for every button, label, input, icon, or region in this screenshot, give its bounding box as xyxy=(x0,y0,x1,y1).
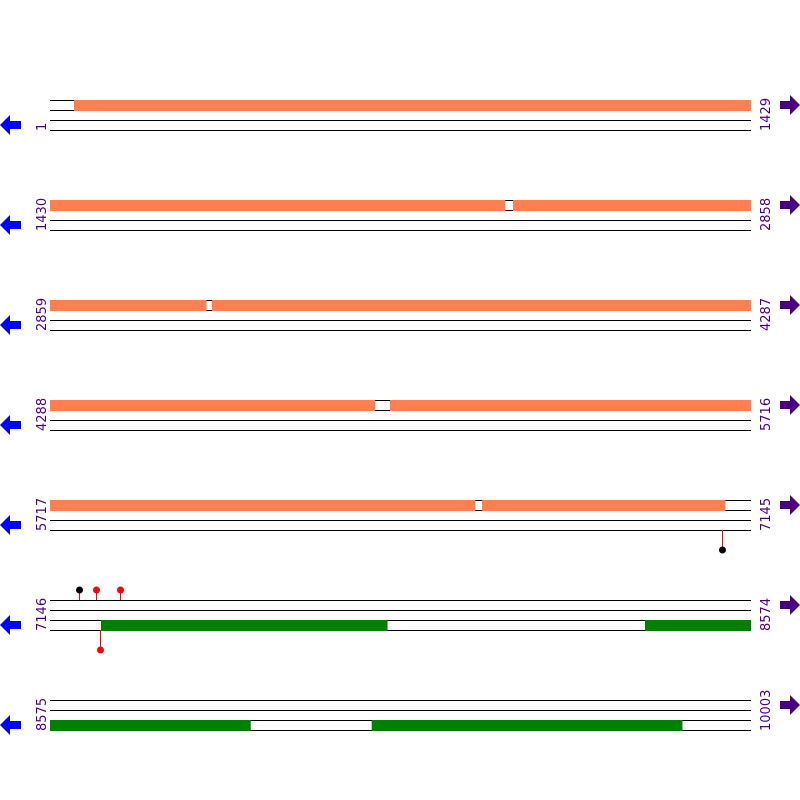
reverse-orf-segment xyxy=(645,620,751,631)
forward-orf-segment xyxy=(513,200,751,211)
row-start-label: 8575 xyxy=(35,698,50,731)
arrow-left-icon[interactable] xyxy=(0,415,21,435)
forward-orf-segment xyxy=(211,300,751,311)
site-marker[interactable] xyxy=(97,646,104,654)
sequence-row: 7146 8574 xyxy=(0,586,800,654)
row-end-label: 5716 xyxy=(759,398,774,431)
sequence-row: 8575 10003 xyxy=(0,690,800,735)
arrow-right-icon[interactable] xyxy=(780,395,800,415)
arrow-right-icon[interactable] xyxy=(780,195,800,215)
sequence-row: 5717 7145 xyxy=(0,495,800,554)
forward-orf-segment xyxy=(50,400,376,411)
arrow-right-icon[interactable] xyxy=(780,295,800,315)
row-end-label: 1429 xyxy=(759,98,774,131)
row-end-label: 7145 xyxy=(759,498,774,531)
arrow-right-icon[interactable] xyxy=(780,595,800,615)
arrow-left-icon[interactable] xyxy=(0,615,21,635)
arrow-left-icon[interactable] xyxy=(0,215,21,235)
row-end-label: 4287 xyxy=(759,298,774,331)
row-start-label: 2859 xyxy=(35,298,50,331)
arrow-left-icon[interactable] xyxy=(0,115,21,135)
arrow-right-icon[interactable] xyxy=(780,695,800,715)
row-end-label: 8574 xyxy=(759,598,774,631)
reverse-orf-segment xyxy=(101,620,388,631)
forward-orf-segment xyxy=(74,100,751,111)
reverse-orf-segment xyxy=(50,720,251,731)
forward-orf-segment xyxy=(50,200,506,211)
forward-orf-segment xyxy=(389,400,751,411)
row-end-label: 2858 xyxy=(759,198,774,231)
row-start-label: 4288 xyxy=(35,398,50,431)
row-start-label: 7146 xyxy=(35,598,50,631)
sequence-row: 1430 2858 xyxy=(0,195,800,235)
reverse-orf-segment xyxy=(371,720,683,731)
site-marker[interactable] xyxy=(719,546,726,554)
forward-orf-segment xyxy=(50,500,476,511)
forward-orf-segment xyxy=(482,500,726,511)
row-end-label: 10003 xyxy=(759,690,774,731)
sequence-row: 4288 5716 xyxy=(0,395,800,435)
row-start-label: 5717 xyxy=(35,498,50,531)
site-marker[interactable] xyxy=(76,586,83,594)
sequence-row: 1 1429 xyxy=(0,95,800,135)
arrow-right-icon[interactable] xyxy=(780,95,800,115)
arrow-left-icon[interactable] xyxy=(0,715,21,735)
site-marker[interactable] xyxy=(117,586,124,594)
row-start-label: 1430 xyxy=(35,198,50,231)
sequence-row: 2859 4287 xyxy=(0,295,800,335)
arrow-left-icon[interactable] xyxy=(0,315,21,335)
arrow-left-icon[interactable] xyxy=(0,515,21,535)
arrow-right-icon[interactable] xyxy=(780,495,800,515)
forward-orf-segment xyxy=(50,300,207,311)
row-start-label: 1 xyxy=(35,123,50,131)
site-marker[interactable] xyxy=(93,586,100,594)
